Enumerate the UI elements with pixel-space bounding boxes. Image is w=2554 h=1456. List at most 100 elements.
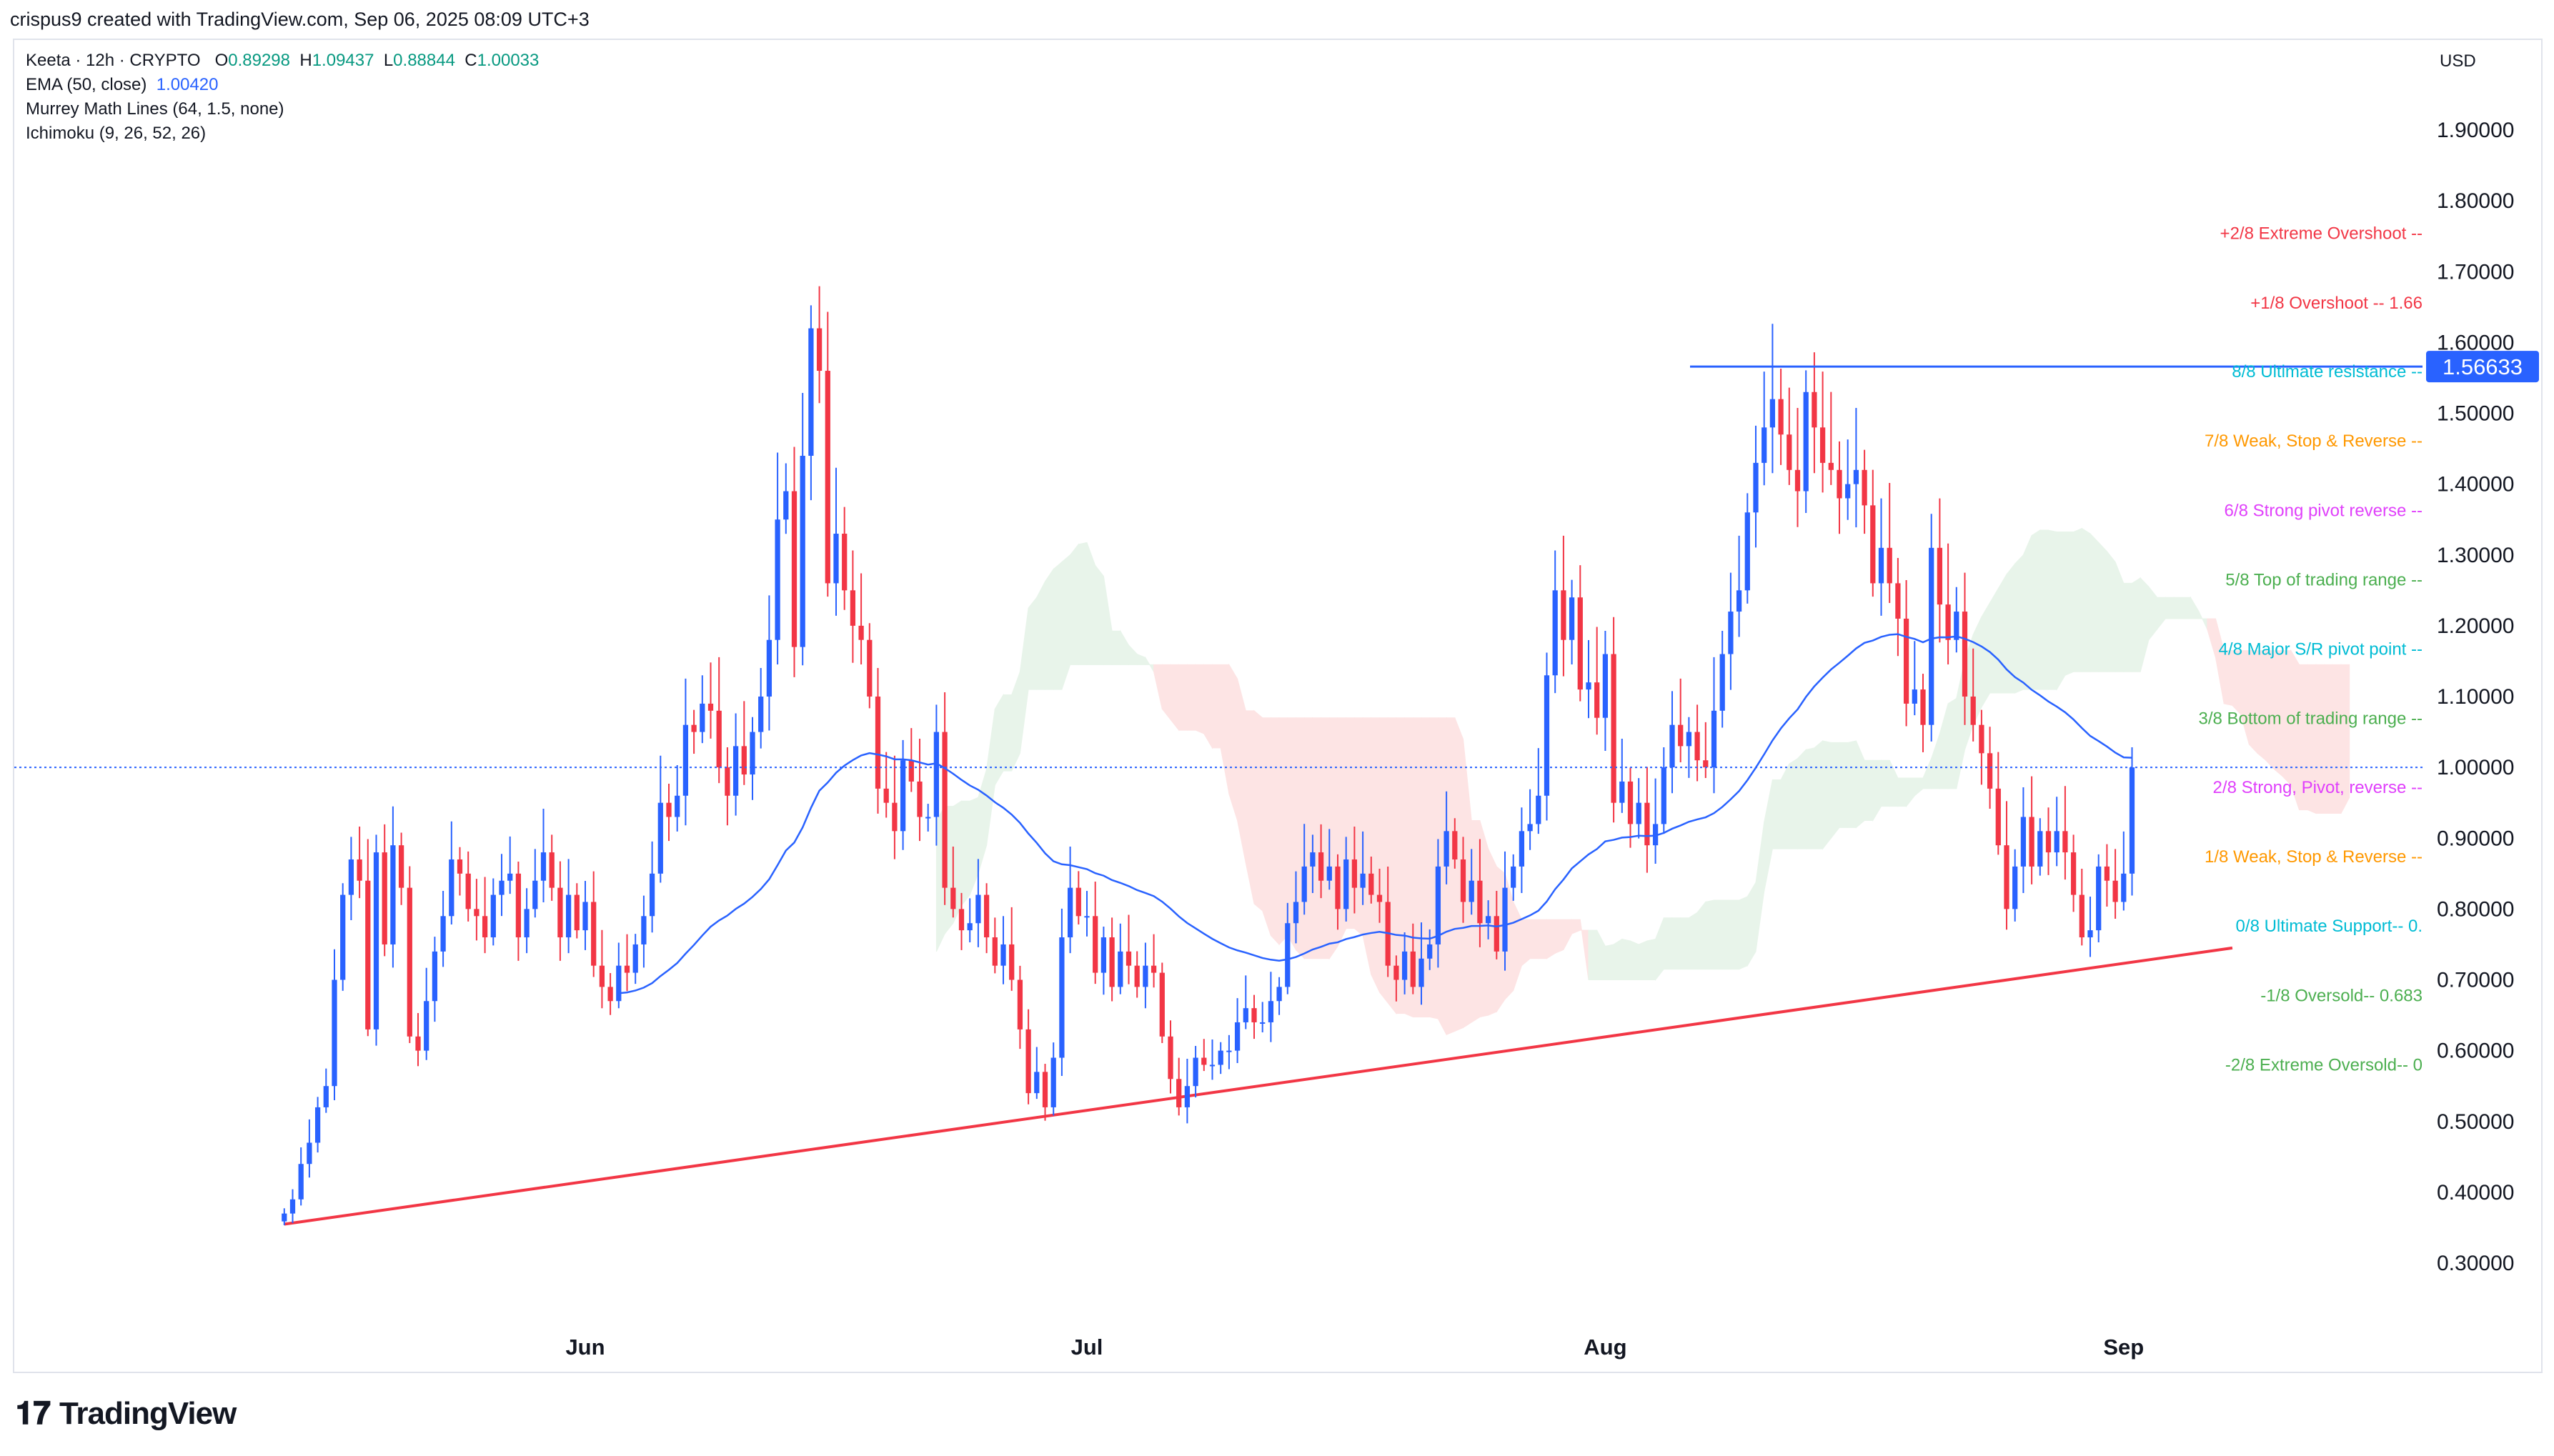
candle-body [2096,866,2102,931]
candle-body [1176,1079,1182,1107]
candle-body [758,697,764,732]
candle-body [1987,753,1993,789]
ichimoku-cloud-segment [1822,740,1832,850]
candle-body [1193,1057,1198,1087]
y-tick-label: 1.90000 [2437,119,2514,142]
y-tick-label: 0.30000 [2437,1252,2514,1275]
candle-body [1569,597,1575,640]
candle-body [1945,604,1951,640]
candle-body [825,371,830,584]
candle-body [1184,1086,1191,1107]
candle-body [1602,654,1609,718]
candle-body [599,965,605,987]
murrey-level-label: 7/8 Weak, Stop & Reverse -- [2205,432,2423,451]
y-tick-label: 0.50000 [2437,1110,2514,1134]
candle-body [1736,590,1742,612]
candle-body [1301,866,1307,902]
candle-body [741,746,747,775]
ohlc-close: 1.00033 [477,51,540,70]
candle-body [282,1213,287,1222]
murrey-level-label: 3/8 Bottom of trading range -- [2199,709,2423,729]
candle-body [1460,859,1466,902]
murrey-level-label: 4/8 Major S/R pivot point -- [2219,640,2423,659]
ichimoku-cloud-segment [969,797,979,895]
ichimoku-cloud-segment [1145,656,1155,674]
ichimoku-cloud-segment [1805,747,1815,849]
candle-body [1753,462,1759,513]
ichimoku-cloud-segment [1730,899,1740,970]
candle-body [1878,547,1884,584]
ichimoku-cloud-segment [1546,919,1556,959]
ichimoku-cloud-segment [1588,929,1598,980]
symbol-name: Keeta · 12h · CRYPTO [26,51,201,70]
ichimoku-cloud-segment [1939,703,1949,789]
candle-body [323,1086,329,1107]
ichimoku-cloud-segment [1554,919,1564,954]
candle-body [1218,1050,1223,1065]
candle-body [2062,831,2068,853]
ichimoku-cloud-segment [1170,664,1180,732]
candle-body [1929,547,1934,725]
creator-credit: crispus9 created with TradingView.com, S… [10,9,590,30]
murrey-row[interactable]: Murrey Math Lines (64, 1.5, none) [26,99,284,119]
candle-body [1819,427,1826,463]
y-tick-label: 1.40000 [2437,473,2514,497]
ohlc-l-label: L [383,51,394,70]
candle-body [2112,880,2118,902]
candle-body [1594,682,1600,718]
candle-body [1870,505,1876,584]
ichimoku-cloud-segment [2115,562,2125,672]
candle-body [1979,724,1984,754]
ichimoku-cloud-segment [1161,664,1171,721]
ichimoku-cloud-segment [1061,554,1071,690]
y-tick-label: 1.80000 [2437,189,2514,213]
ichimoku-cloud-segment [1638,940,1648,980]
candle-body [1427,944,1433,959]
ichimoku-cloud-segment [1922,758,1932,789]
candle-body [507,873,513,881]
candle-body [925,817,931,819]
tradingview-logo[interactable]: 𝟏𝟕 TradingView [16,1396,237,1432]
candle-body [1769,399,1776,428]
ichimoku-cloud-segment [2198,611,2208,630]
candle-body [791,491,797,647]
candle-body [340,894,346,980]
candle-body [415,1036,421,1051]
ichimoku-cloud-segment [2056,532,2066,691]
ichimoku-cloud-segment [1178,664,1188,731]
candle-body [975,894,981,924]
ichimoku-cloud-segment [1646,938,1656,980]
ichimoku-cloud-segment [1078,542,1088,665]
candle-body [1552,590,1558,676]
candle-body [2129,767,2135,874]
candle-body [524,909,530,938]
ichimoku-cloud-segment [2257,650,2267,762]
candle-body [1669,724,1675,768]
ema-label: EMA (50, close) [26,75,147,94]
candle-body [1159,972,1165,1037]
candle-body [2037,831,2043,867]
ichimoku-cloud-segment [1671,917,1681,970]
candle-body [1335,866,1341,909]
ichimoku-cloud-segment [1070,543,1079,665]
candle-body [675,795,680,817]
candle-body [1686,732,1692,747]
candle-body [1511,866,1516,888]
ichimoku-row[interactable]: Ichimoku (9, 26, 52, 26) [26,124,207,143]
candle-body [624,965,630,973]
ichimoku-cloud-segment [1705,899,1714,970]
candle-body [1536,795,1541,824]
candle-body [1853,469,1859,484]
ichimoku-cloud-segment [2165,597,2175,619]
candle-body [1293,902,1299,924]
ichimoku-cloud-segment [1303,717,1313,959]
support-trendline [284,946,2233,1226]
candle-body [1469,880,1474,902]
ema-row[interactable]: EMA (50, close) 1.00420 [26,73,539,97]
ichimoku-cloud-segment [1596,929,1606,980]
candle-body [1477,880,1483,924]
candle-body [1527,824,1533,832]
currency-label[interactable]: USD [2440,51,2476,71]
